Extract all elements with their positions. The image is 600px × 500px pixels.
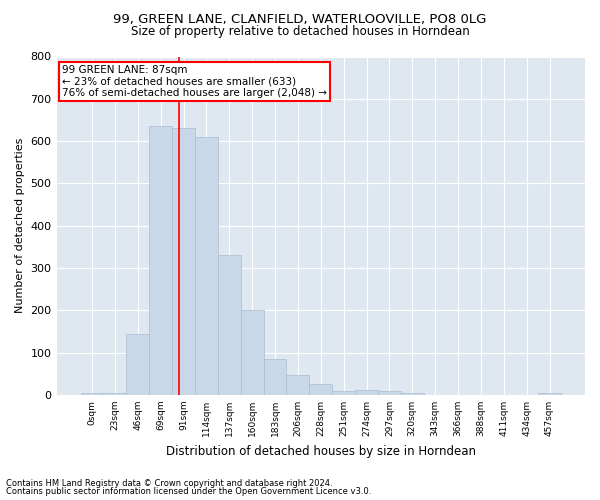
Bar	[332, 390, 355, 395]
Bar	[80, 393, 103, 395]
Text: Contains public sector information licensed under the Open Government Licence v3: Contains public sector information licen…	[6, 487, 371, 496]
Text: Size of property relative to detached houses in Horndean: Size of property relative to detached ho…	[131, 25, 469, 38]
Bar	[127, 334, 149, 395]
Bar	[378, 390, 401, 395]
Text: 99 GREEN LANE: 87sqm
← 23% of detached houses are smaller (633)
76% of semi-deta: 99 GREEN LANE: 87sqm ← 23% of detached h…	[62, 65, 327, 98]
Bar	[103, 393, 127, 395]
Bar	[263, 359, 286, 395]
Bar	[195, 137, 218, 395]
X-axis label: Distribution of detached houses by size in Horndean: Distribution of detached houses by size …	[166, 444, 476, 458]
Bar	[355, 390, 378, 395]
Bar	[310, 384, 332, 395]
Y-axis label: Number of detached properties: Number of detached properties	[15, 138, 25, 314]
Text: Contains HM Land Registry data © Crown copyright and database right 2024.: Contains HM Land Registry data © Crown c…	[6, 478, 332, 488]
Text: 99, GREEN LANE, CLANFIELD, WATERLOOVILLE, PO8 0LG: 99, GREEN LANE, CLANFIELD, WATERLOOVILLE…	[113, 12, 487, 26]
Bar	[218, 256, 241, 395]
Bar	[172, 128, 195, 395]
Bar	[286, 374, 310, 395]
Bar	[241, 310, 263, 395]
Bar	[538, 393, 561, 395]
Bar	[149, 126, 172, 395]
Bar	[401, 393, 424, 395]
